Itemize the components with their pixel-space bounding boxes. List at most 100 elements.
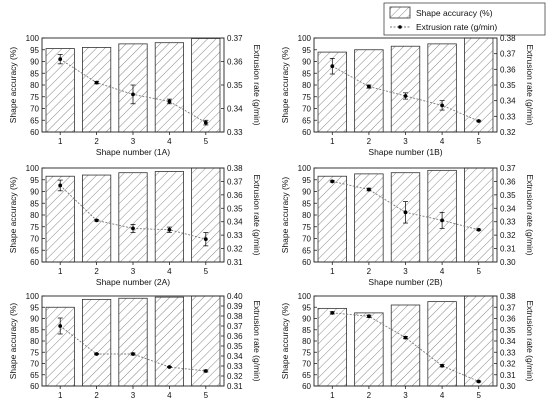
x-axis-label: Shape number (2B) [368, 277, 442, 287]
y2-tick-label: 0.35 [227, 81, 243, 90]
y2-tick-label: 0.30 [500, 258, 516, 267]
y2-tick-label: 0.34 [500, 204, 516, 213]
data-point-3 [403, 94, 408, 98]
y2-axis-label: Extrusion rate (g/min) [525, 300, 535, 381]
x-tick-label: 4 [167, 391, 172, 400]
y2-tick-label: 0.35 [500, 191, 516, 200]
data-point-5 [203, 369, 208, 373]
y2-tick-label: 0.33 [500, 112, 516, 121]
x-tick-label: 2 [94, 391, 99, 400]
y2-tick-label: 0.31 [227, 382, 243, 391]
data-point-3 [403, 210, 408, 215]
x-tick-label: 3 [403, 137, 408, 146]
x-tick-label: 3 [131, 391, 136, 400]
y-axis-label: Shape accuracy (%) [280, 303, 290, 380]
legend-bar-swatch [389, 6, 411, 19]
bar-5 [464, 295, 494, 387]
y-tick-label: 75 [30, 348, 39, 357]
data-point-1 [330, 179, 335, 184]
y2-axis-label: Extrusion rate (g/min) [252, 300, 262, 381]
y2-tick-label: 0.40 [227, 292, 243, 301]
legend-box [383, 2, 546, 36]
y-axis-label: Shape accuracy (%) [8, 303, 18, 380]
y-tick-label: 75 [30, 223, 39, 232]
y-tick-label: 65 [302, 116, 311, 125]
y2-tick-label: 0.34 [500, 337, 516, 346]
y-tick-label: 100 [298, 164, 312, 173]
y2-tick-label: 0.31 [500, 371, 516, 380]
data-point-3 [131, 352, 135, 356]
y2-tick-label: 0.36 [500, 177, 516, 186]
y-tick-label: 80 [30, 337, 39, 346]
y-tick-label: 100 [26, 34, 40, 43]
y2-tick-label: 0.32 [500, 231, 516, 240]
y2-tick-label: 0.33 [227, 362, 243, 371]
x-tick-label: 4 [440, 267, 445, 276]
x-tick-label: 4 [167, 137, 172, 146]
y2-tick-label: 0.32 [500, 360, 516, 369]
y-tick-label: 65 [302, 246, 311, 255]
x-tick-label: 1 [58, 267, 63, 276]
y-tick-label: 70 [302, 360, 311, 369]
y2-tick-label: 0.31 [500, 245, 516, 254]
y2-tick-label: 0.34 [227, 352, 243, 361]
y2-axis-label: Extrusion rate (g/min) [252, 174, 262, 255]
extrusion-rate-line [332, 312, 479, 382]
data-point-2 [94, 352, 99, 356]
y-tick-label: 60 [302, 128, 311, 137]
bar-1 [317, 175, 347, 263]
bar-2 [354, 173, 384, 263]
x-tick-label: 3 [403, 267, 408, 276]
y-tick-label: 95 [30, 303, 39, 312]
y2-tick-label: 0.37 [227, 34, 243, 43]
y2-tick-label: 0.35 [227, 342, 243, 351]
y-tick-label: 90 [302, 58, 311, 67]
y2-tick-label: 0.36 [227, 58, 243, 67]
y-tick-label: 75 [30, 93, 39, 102]
y-tick-label: 75 [302, 93, 311, 102]
data-point-2 [367, 84, 371, 89]
y-tick-label: 95 [302, 176, 311, 185]
data-point-5 [476, 227, 481, 232]
y-tick-label: 85 [30, 199, 39, 208]
y-axis-label: Shape accuracy (%) [8, 47, 18, 124]
data-point-3 [403, 335, 408, 340]
y-tick-label: 85 [302, 69, 311, 78]
y-tick-label: 70 [302, 105, 311, 114]
y-tick-label: 60 [30, 382, 39, 391]
chart-panel-1: 60 65 70 75 80 85 90 95 100 0.33 0.34 0.35 0.36 0.37 1… [8, 34, 262, 157]
x-tick-label: 5 [204, 267, 209, 276]
y2-tick-label: 0.33 [227, 128, 243, 137]
bar-4 [427, 301, 457, 387]
y2-tick-label: 0.38 [227, 312, 243, 321]
x-tick-label: 5 [476, 267, 481, 276]
bar-5 [464, 167, 494, 263]
chart-panel-4: 60 65 70 75 80 85 90 95 100 0.30 0.31 0.32 0.33 0.34 0… [280, 164, 535, 287]
y2-tick-label: 0.37 [227, 177, 243, 186]
y-tick-label: 100 [26, 164, 40, 173]
x-axis-label: Shape number (2A) [96, 277, 170, 287]
y-tick-label: 85 [30, 326, 39, 335]
x-tick-label: 2 [94, 267, 99, 276]
x-tick-label: 1 [58, 137, 63, 146]
y-tick-label: 90 [30, 188, 39, 197]
bar-5 [464, 37, 494, 133]
bar-2 [82, 298, 112, 387]
bar-2 [354, 49, 384, 133]
x-tick-label: 3 [131, 267, 136, 276]
data-point-4 [167, 99, 172, 104]
x-tick-label: 2 [367, 391, 372, 400]
bar-4 [427, 43, 457, 133]
x-tick-label: 1 [330, 267, 335, 276]
y2-tick-label: 0.39 [227, 302, 243, 311]
x-tick-label: 5 [476, 391, 481, 400]
y-tick-label: 70 [302, 235, 311, 244]
y2-tick-label: 0.38 [500, 34, 516, 43]
x-tick-label: 1 [58, 391, 63, 400]
data-point-4 [440, 363, 444, 368]
data-point-4 [440, 103, 444, 108]
y2-tick-label: 0.37 [500, 164, 516, 173]
y2-tick-label: 0.31 [227, 258, 243, 267]
x-tick-label: 1 [330, 137, 335, 146]
